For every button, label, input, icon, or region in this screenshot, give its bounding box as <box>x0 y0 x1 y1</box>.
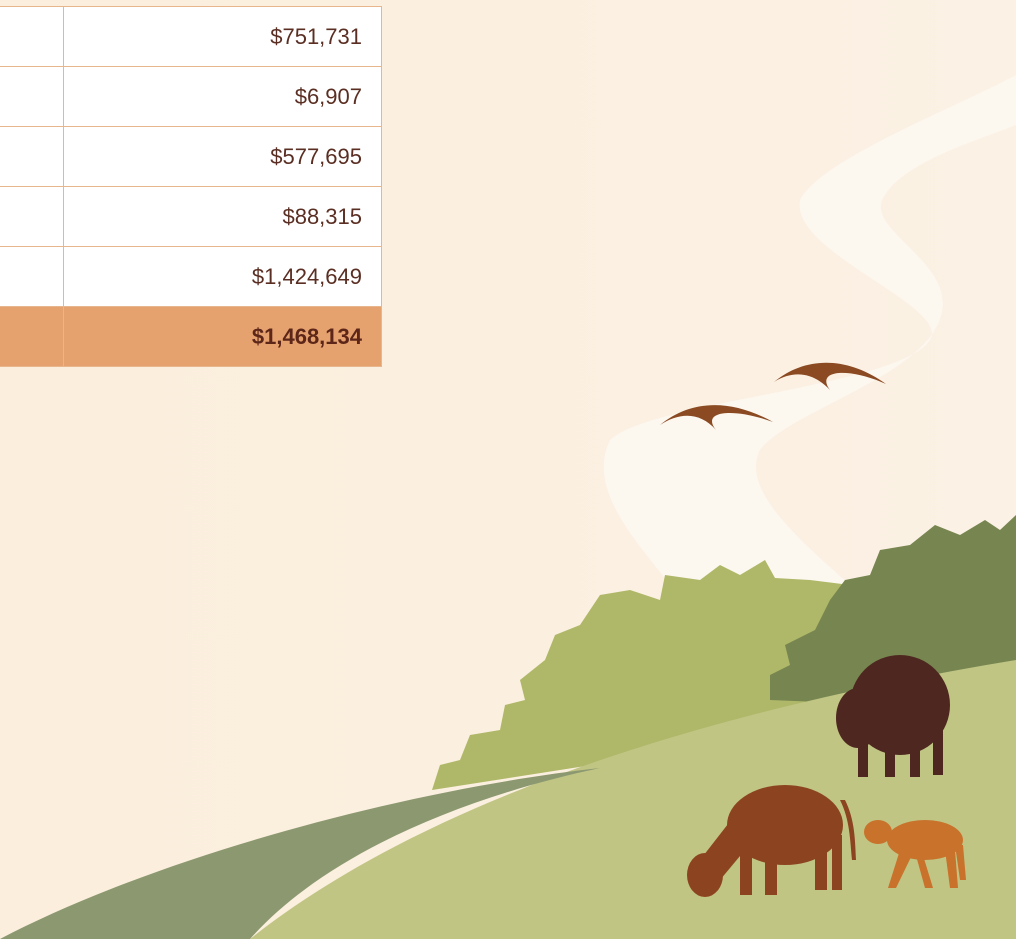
label-cell <box>0 246 64 307</box>
label-cell <box>0 186 64 247</box>
value-cell: $88,315 <box>63 186 382 247</box>
cow <box>687 785 856 897</box>
value-cell: $577,695 <box>63 126 382 187</box>
table-row: $1,424,649 <box>0 246 382 307</box>
table-row: $88,315 <box>0 186 382 247</box>
calf <box>864 820 966 888</box>
bison <box>836 655 950 777</box>
label-cell <box>0 66 64 127</box>
table-row: $1,468,134 <box>0 306 382 367</box>
value-cell: $1,424,649 <box>63 246 382 307</box>
table-row: $577,695 <box>0 126 382 187</box>
table-row: $6,907 <box>0 66 382 127</box>
table-row: $751,731 <box>0 6 382 67</box>
river <box>603 75 1016 585</box>
label-cell <box>0 6 64 67</box>
value-cell: $6,907 <box>63 66 382 127</box>
value-cell: $751,731 <box>63 6 382 67</box>
bush <box>770 515 1016 710</box>
table: $751,731 $6,907 $577,695 $88,315 $1,424,649 $… <box>0 6 382 367</box>
value-cell: $1,468,134 <box>63 306 382 367</box>
bird <box>774 362 886 390</box>
label-cell <box>0 126 64 187</box>
label-cell <box>0 306 64 367</box>
hill <box>0 768 600 939</box>
bird <box>660 405 773 430</box>
